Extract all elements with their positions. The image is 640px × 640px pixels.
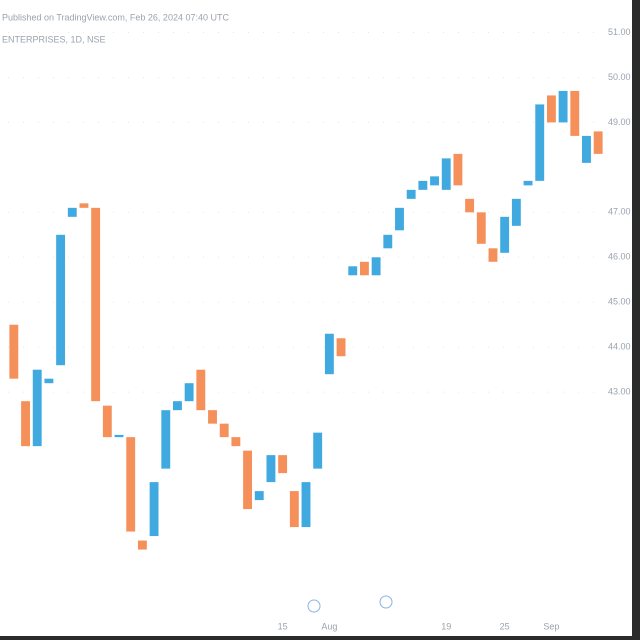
candle-body: [301, 482, 311, 528]
y-tick-label: 46.00: [608, 252, 631, 262]
x-tick-label: 19: [441, 621, 451, 631]
event-icon: [307, 599, 321, 613]
candle-body: [219, 423, 229, 438]
candle-body: [289, 491, 299, 528]
candle-body: [278, 455, 288, 474]
candle-body: [324, 333, 334, 375]
candle-body: [9, 324, 19, 379]
candle-body: [395, 207, 404, 231]
candle-body: [593, 131, 603, 154]
candle-body: [570, 90, 580, 136]
candle-body: [208, 410, 217, 424]
x-tick-label: 15: [278, 621, 288, 631]
candle-body: [137, 540, 147, 550]
y-tick-label: 45.00: [608, 297, 631, 307]
y-tick-label: 44.00: [608, 342, 631, 352]
y-tick-label: 47.00: [608, 207, 631, 217]
chart-subtitle: ENTERPRISES, 1D, NSE: [2, 34, 106, 44]
candle-body: [254, 491, 264, 501]
candle-body: [465, 198, 475, 213]
candle-body: [149, 482, 159, 537]
candle-body: [266, 455, 276, 483]
candle-body: [383, 234, 393, 249]
event-icon: [379, 595, 393, 609]
candle-body: [371, 257, 381, 276]
candle-body: [161, 410, 171, 469]
candle-body: [441, 158, 451, 190]
candle-body: [21, 401, 30, 447]
candle-body: [406, 189, 416, 199]
candle-body: [173, 401, 182, 411]
candle-body: [511, 198, 521, 226]
candle-body: [418, 180, 428, 190]
candle-body: [196, 369, 206, 411]
candle-body: [430, 176, 439, 186]
candle-body: [126, 437, 136, 532]
candle-body: [336, 338, 346, 357]
candle-body: [67, 207, 77, 217]
y-tick-label: 50.00: [608, 72, 631, 82]
candle-body: [102, 405, 112, 438]
x-tick-label: 25: [500, 621, 510, 631]
candle-body: [44, 378, 54, 384]
candle-body: [546, 95, 556, 123]
candle-body: [79, 203, 89, 208]
candle-body: [114, 434, 124, 438]
candle-body: [32, 369, 42, 447]
candle-body: [313, 432, 323, 469]
candle-body: [91, 207, 101, 402]
candle-body: [535, 104, 545, 181]
y-tick-label: 43.00: [608, 387, 631, 397]
candle-body: [348, 266, 358, 276]
x-tick-label: Sep: [543, 621, 559, 631]
chart-title: Published on TradingView.com, Feb 26, 20…: [2, 12, 229, 22]
candle-body: [476, 212, 486, 244]
candle-body: [184, 383, 194, 402]
candle-body: [243, 450, 253, 510]
candle-body: [453, 153, 463, 186]
y-tick-label: 49.00: [608, 117, 631, 127]
candle-body: [359, 261, 369, 276]
candle-body: [500, 216, 510, 253]
candle-body: [56, 234, 66, 366]
candle-body: [582, 135, 591, 163]
y-tick-label: 51.00: [608, 27, 631, 37]
candle-body: [231, 437, 241, 447]
candle-body: [558, 90, 568, 123]
x-tick-label: Aug: [321, 621, 337, 631]
candle-body: [488, 248, 498, 262]
candle-body: [523, 180, 533, 186]
